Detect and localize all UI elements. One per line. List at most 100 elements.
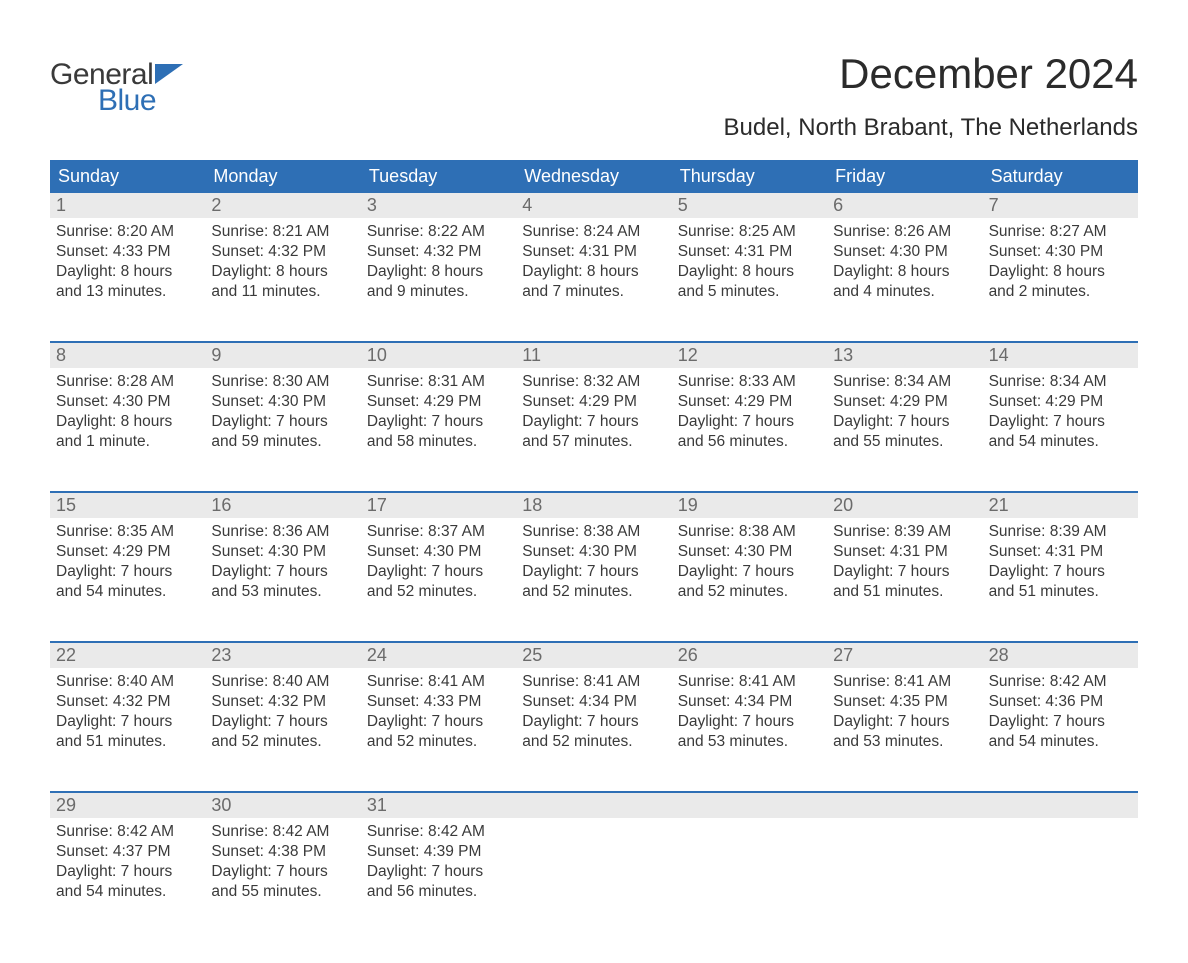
calendar-cell: 30Sunrise: 8:42 AMSunset: 4:38 PMDayligh… [205,793,360,913]
daylight-line-1: Daylight: 7 hours [56,562,199,582]
daylight-line-1: Daylight: 7 hours [678,562,821,582]
daylight-line-2: and 55 minutes. [211,882,354,902]
sunrise-line: Sunrise: 8:39 AM [989,522,1132,542]
weekday-label: Saturday [983,160,1138,193]
daylight-line-2: and 54 minutes. [989,732,1132,752]
sunset-line: Sunset: 4:35 PM [833,692,976,712]
day-number: 19 [672,493,827,518]
sun-data: Sunrise: 8:34 AMSunset: 4:29 PMDaylight:… [827,368,982,457]
sunrise-line: Sunrise: 8:42 AM [56,822,199,842]
sunrise-line: Sunrise: 8:36 AM [211,522,354,542]
calendar-cell: 18Sunrise: 8:38 AMSunset: 4:30 PMDayligh… [516,493,671,613]
brand-logo: General Blue [50,50,183,118]
sun-data: Sunrise: 8:38 AMSunset: 4:30 PMDaylight:… [516,518,671,607]
daylight-line-2: and 53 minutes. [678,732,821,752]
sunrise-line: Sunrise: 8:41 AM [833,672,976,692]
day-number: 2 [205,193,360,218]
sunset-line: Sunset: 4:34 PM [522,692,665,712]
day-number: 15 [50,493,205,518]
sunset-line: Sunset: 4:29 PM [56,542,199,562]
daylight-line-2: and 54 minutes. [56,882,199,902]
calendar-cell: 2Sunrise: 8:21 AMSunset: 4:32 PMDaylight… [205,193,360,313]
calendar-cell [827,793,982,913]
day-number: 21 [983,493,1138,518]
day-number: 7 [983,193,1138,218]
sunrise-line: Sunrise: 8:38 AM [522,522,665,542]
day-number: 20 [827,493,982,518]
calendar-cell: 29Sunrise: 8:42 AMSunset: 4:37 PMDayligh… [50,793,205,913]
day-number: 4 [516,193,671,218]
daylight-line-1: Daylight: 7 hours [211,712,354,732]
sunset-line: Sunset: 4:29 PM [989,392,1132,412]
calendar-cell: 13Sunrise: 8:34 AMSunset: 4:29 PMDayligh… [827,343,982,463]
daylight-line-2: and 52 minutes. [211,732,354,752]
calendar-cell: 21Sunrise: 8:39 AMSunset: 4:31 PMDayligh… [983,493,1138,613]
weekday-label: Monday [205,160,360,193]
sun-data: Sunrise: 8:39 AMSunset: 4:31 PMDaylight:… [983,518,1138,607]
calendar-cell: 27Sunrise: 8:41 AMSunset: 4:35 PMDayligh… [827,643,982,763]
day-number: 11 [516,343,671,368]
sunrise-line: Sunrise: 8:38 AM [678,522,821,542]
sun-data: Sunrise: 8:36 AMSunset: 4:30 PMDaylight:… [205,518,360,607]
day-number: 12 [672,343,827,368]
sunrise-line: Sunrise: 8:32 AM [522,372,665,392]
sunset-line: Sunset: 4:30 PM [211,542,354,562]
day-number: 27 [827,643,982,668]
calendar-cell: 6Sunrise: 8:26 AMSunset: 4:30 PMDaylight… [827,193,982,313]
calendar-cell: 25Sunrise: 8:41 AMSunset: 4:34 PMDayligh… [516,643,671,763]
daylight-line-2: and 5 minutes. [678,282,821,302]
calendar-cell: 3Sunrise: 8:22 AMSunset: 4:32 PMDaylight… [361,193,516,313]
daylight-line-2: and 1 minute. [56,432,199,452]
daylight-line-1: Daylight: 7 hours [833,412,976,432]
daylight-line-2: and 59 minutes. [211,432,354,452]
sunset-line: Sunset: 4:30 PM [833,242,976,262]
sunrise-line: Sunrise: 8:39 AM [833,522,976,542]
sunrise-line: Sunrise: 8:25 AM [678,222,821,242]
empty-day [672,793,827,818]
sunset-line: Sunset: 4:30 PM [211,392,354,412]
sunset-line: Sunset: 4:37 PM [56,842,199,862]
daylight-line-2: and 52 minutes. [522,732,665,752]
empty-day [983,793,1138,818]
daylight-line-1: Daylight: 7 hours [211,862,354,882]
daylight-line-2: and 52 minutes. [367,732,510,752]
day-number: 25 [516,643,671,668]
sunrise-line: Sunrise: 8:20 AM [56,222,199,242]
sun-data: Sunrise: 8:41 AMSunset: 4:34 PMDaylight:… [516,668,671,757]
daylight-line-2: and 56 minutes. [367,882,510,902]
daylight-line-1: Daylight: 8 hours [56,412,199,432]
sunset-line: Sunset: 4:29 PM [833,392,976,412]
daylight-line-1: Daylight: 8 hours [833,262,976,282]
weekday-label: Sunday [50,160,205,193]
daylight-line-1: Daylight: 7 hours [989,412,1132,432]
daylight-line-1: Daylight: 7 hours [211,562,354,582]
daylight-line-1: Daylight: 7 hours [367,412,510,432]
day-number: 26 [672,643,827,668]
daylight-line-1: Daylight: 7 hours [367,712,510,732]
calendar-cell: 20Sunrise: 8:39 AMSunset: 4:31 PMDayligh… [827,493,982,613]
calendar-body: 1Sunrise: 8:20 AMSunset: 4:33 PMDaylight… [50,193,1138,913]
daylight-line-2: and 52 minutes. [678,582,821,602]
sunset-line: Sunset: 4:34 PM [678,692,821,712]
sunset-line: Sunset: 4:29 PM [522,392,665,412]
daylight-line-1: Daylight: 7 hours [522,562,665,582]
sunrise-line: Sunrise: 8:40 AM [56,672,199,692]
sunrise-line: Sunrise: 8:27 AM [989,222,1132,242]
sunrise-line: Sunrise: 8:41 AM [678,672,821,692]
daylight-line-2: and 51 minutes. [989,582,1132,602]
calendar-cell: 17Sunrise: 8:37 AMSunset: 4:30 PMDayligh… [361,493,516,613]
sunset-line: Sunset: 4:33 PM [367,692,510,712]
calendar-cell: 31Sunrise: 8:42 AMSunset: 4:39 PMDayligh… [361,793,516,913]
sun-data: Sunrise: 8:35 AMSunset: 4:29 PMDaylight:… [50,518,205,607]
daylight-line-2: and 58 minutes. [367,432,510,452]
sunset-line: Sunset: 4:31 PM [989,542,1132,562]
calendar-cell: 22Sunrise: 8:40 AMSunset: 4:32 PMDayligh… [50,643,205,763]
sunset-line: Sunset: 4:30 PM [522,542,665,562]
sunrise-line: Sunrise: 8:22 AM [367,222,510,242]
day-number: 28 [983,643,1138,668]
calendar-weekday-header: SundayMondayTuesdayWednesdayThursdayFrid… [50,160,1138,193]
sunset-line: Sunset: 4:32 PM [211,692,354,712]
calendar-cell: 1Sunrise: 8:20 AMSunset: 4:33 PMDaylight… [50,193,205,313]
daylight-line-2: and 4 minutes. [833,282,976,302]
calendar-cell: 15Sunrise: 8:35 AMSunset: 4:29 PMDayligh… [50,493,205,613]
